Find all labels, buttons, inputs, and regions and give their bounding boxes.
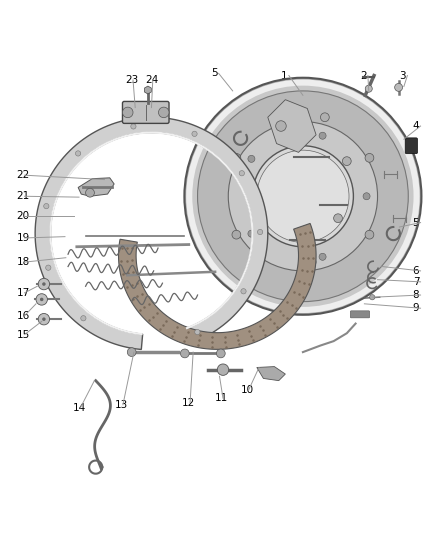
Circle shape	[81, 316, 86, 321]
Text: 11: 11	[215, 393, 228, 403]
Circle shape	[342, 157, 350, 166]
Circle shape	[191, 131, 197, 136]
Text: 16: 16	[17, 311, 30, 321]
Circle shape	[197, 91, 407, 302]
Circle shape	[333, 214, 342, 223]
Circle shape	[364, 230, 373, 239]
Text: 14: 14	[72, 403, 85, 413]
Circle shape	[42, 282, 46, 286]
Text: 23: 23	[125, 75, 138, 85]
Text: 22: 22	[17, 170, 30, 180]
Circle shape	[158, 107, 169, 118]
Circle shape	[240, 289, 246, 294]
Polygon shape	[118, 223, 315, 349]
Circle shape	[231, 230, 240, 239]
Text: 9: 9	[412, 303, 418, 313]
Circle shape	[184, 78, 420, 315]
Text: 1: 1	[280, 70, 287, 80]
Polygon shape	[256, 367, 285, 381]
Circle shape	[257, 229, 262, 235]
Circle shape	[364, 154, 373, 162]
Circle shape	[364, 85, 371, 92]
Text: 18: 18	[17, 257, 30, 267]
Circle shape	[369, 295, 374, 300]
Circle shape	[254, 227, 263, 236]
Circle shape	[247, 230, 254, 237]
Circle shape	[38, 278, 49, 290]
Circle shape	[252, 146, 353, 247]
Circle shape	[122, 107, 133, 118]
Circle shape	[194, 329, 200, 335]
Circle shape	[239, 171, 244, 176]
Circle shape	[197, 91, 407, 302]
Text: 15: 15	[17, 329, 30, 340]
Circle shape	[275, 121, 286, 131]
Text: 3: 3	[399, 70, 405, 80]
Text: 8: 8	[412, 290, 418, 300]
Circle shape	[318, 132, 325, 139]
Text: 2: 2	[359, 70, 366, 80]
Text: 20: 20	[17, 211, 30, 221]
Circle shape	[217, 364, 228, 375]
Circle shape	[298, 269, 307, 278]
Circle shape	[362, 193, 369, 200]
Circle shape	[320, 113, 328, 122]
FancyBboxPatch shape	[404, 138, 417, 154]
Circle shape	[44, 204, 49, 209]
Polygon shape	[267, 100, 315, 152]
Text: 7: 7	[412, 277, 418, 287]
Text: 5: 5	[210, 68, 217, 78]
Text: 4: 4	[412, 121, 418, 131]
Text: 12: 12	[182, 398, 195, 408]
Circle shape	[228, 122, 377, 271]
Circle shape	[318, 253, 325, 260]
Circle shape	[40, 297, 43, 301]
Circle shape	[75, 151, 81, 156]
Circle shape	[247, 155, 254, 163]
Circle shape	[46, 265, 51, 270]
Circle shape	[192, 86, 413, 307]
Polygon shape	[144, 86, 151, 94]
Text: 13: 13	[115, 400, 128, 410]
Polygon shape	[78, 178, 114, 196]
Text: 21: 21	[17, 191, 30, 201]
FancyBboxPatch shape	[350, 311, 369, 318]
FancyBboxPatch shape	[122, 101, 169, 123]
Text: 19: 19	[17, 233, 30, 243]
Circle shape	[256, 150, 348, 243]
Circle shape	[394, 84, 402, 91]
Circle shape	[36, 294, 47, 305]
Text: 17: 17	[17, 288, 30, 298]
Text: 5: 5	[412, 217, 418, 228]
Circle shape	[231, 154, 240, 162]
Text: 10: 10	[240, 385, 253, 395]
Text: 6: 6	[412, 266, 418, 276]
Polygon shape	[35, 117, 267, 350]
Circle shape	[38, 313, 49, 325]
Circle shape	[42, 318, 46, 321]
Circle shape	[307, 258, 315, 266]
Circle shape	[186, 79, 419, 313]
Text: 24: 24	[145, 75, 158, 85]
Circle shape	[127, 348, 136, 357]
Circle shape	[131, 124, 136, 129]
Circle shape	[85, 188, 94, 197]
Circle shape	[298, 115, 307, 124]
Circle shape	[180, 349, 189, 358]
Circle shape	[216, 349, 225, 358]
